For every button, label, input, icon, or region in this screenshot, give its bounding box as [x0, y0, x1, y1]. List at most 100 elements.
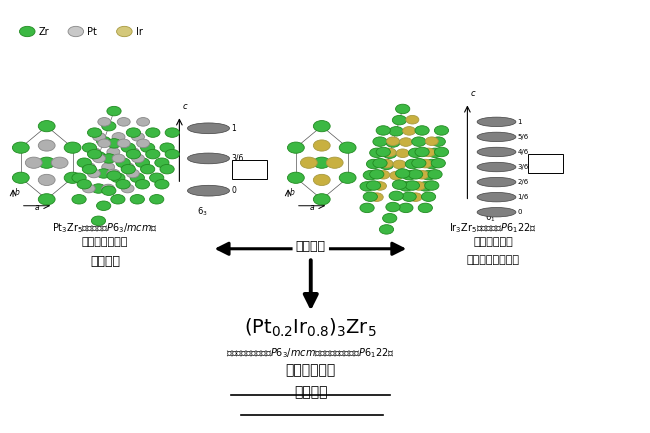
Circle shape — [376, 126, 391, 135]
Circle shape — [126, 128, 140, 137]
Circle shape — [92, 184, 105, 193]
Circle shape — [97, 201, 110, 210]
Circle shape — [64, 172, 81, 183]
Text: 超伝導体: 超伝導体 — [294, 385, 328, 399]
Circle shape — [399, 182, 413, 191]
Text: $6_1$: $6_1$ — [485, 212, 495, 224]
Circle shape — [405, 181, 419, 190]
Circle shape — [383, 213, 397, 223]
Text: （高温での空間群：$P6_3/mcm$、低温での空間群：$P6_1$22）: （高温での空間群：$P6_3/mcm$、低温での空間群：$P6_1$22） — [226, 346, 395, 360]
Circle shape — [131, 154, 144, 163]
Text: 元素固溶: 元素固溶 — [296, 240, 326, 253]
Circle shape — [130, 173, 144, 183]
Circle shape — [387, 137, 400, 145]
Circle shape — [396, 149, 409, 158]
Circle shape — [136, 139, 150, 148]
Circle shape — [83, 165, 97, 174]
Circle shape — [165, 149, 179, 159]
Circle shape — [421, 192, 436, 201]
Circle shape — [126, 149, 140, 159]
Circle shape — [107, 148, 120, 156]
Circle shape — [88, 169, 100, 178]
Circle shape — [399, 203, 413, 213]
Circle shape — [313, 140, 330, 151]
Circle shape — [431, 137, 445, 146]
Text: a: a — [310, 203, 315, 212]
Circle shape — [380, 159, 393, 168]
Circle shape — [88, 148, 100, 156]
Ellipse shape — [477, 207, 516, 217]
Circle shape — [313, 194, 330, 205]
Circle shape — [402, 171, 416, 180]
Circle shape — [415, 147, 429, 157]
Text: 0: 0 — [231, 186, 236, 195]
Circle shape — [390, 171, 402, 180]
Circle shape — [68, 26, 84, 37]
Circle shape — [107, 169, 120, 178]
Circle shape — [51, 157, 68, 168]
Circle shape — [411, 158, 426, 168]
Circle shape — [402, 192, 416, 201]
Circle shape — [146, 128, 160, 137]
Circle shape — [38, 157, 55, 168]
Circle shape — [101, 163, 114, 171]
Circle shape — [38, 140, 55, 151]
FancyBboxPatch shape — [528, 154, 563, 173]
Circle shape — [396, 104, 410, 114]
Circle shape — [287, 142, 304, 153]
Text: カイラル構造: カイラル構造 — [285, 364, 336, 378]
Circle shape — [377, 171, 390, 179]
Circle shape — [313, 174, 330, 185]
Circle shape — [12, 142, 29, 153]
Circle shape — [411, 137, 426, 146]
Circle shape — [408, 148, 422, 158]
Circle shape — [101, 154, 116, 163]
Circle shape — [418, 182, 432, 191]
Text: 3/6: 3/6 — [517, 164, 528, 170]
Circle shape — [107, 139, 121, 148]
Circle shape — [116, 26, 132, 37]
Circle shape — [300, 157, 317, 168]
Circle shape — [393, 116, 406, 125]
Circle shape — [93, 132, 105, 141]
Circle shape — [92, 216, 105, 226]
Circle shape — [409, 193, 422, 201]
Ellipse shape — [477, 132, 516, 142]
Circle shape — [117, 117, 130, 126]
Ellipse shape — [187, 153, 229, 164]
Text: Pt$_3$Zr$_5$（空間群：$P6_3/mcm$）: Pt$_3$Zr$_5$（空間群：$P6_3/mcm$） — [52, 221, 158, 235]
Circle shape — [428, 148, 442, 158]
Circle shape — [121, 143, 135, 152]
Circle shape — [130, 194, 144, 204]
Circle shape — [363, 192, 378, 201]
Circle shape — [339, 142, 356, 153]
Text: 0: 0 — [517, 209, 522, 215]
Circle shape — [160, 165, 174, 174]
Text: 1/6: 1/6 — [517, 194, 528, 200]
Circle shape — [393, 160, 406, 169]
Circle shape — [370, 148, 384, 158]
Circle shape — [101, 184, 114, 193]
Ellipse shape — [187, 185, 229, 196]
Circle shape — [135, 158, 150, 168]
Circle shape — [405, 159, 419, 169]
Circle shape — [380, 225, 394, 234]
Ellipse shape — [477, 162, 516, 172]
Ellipse shape — [477, 147, 516, 157]
Circle shape — [367, 159, 381, 169]
Text: 非カイラル構造: 非カイラル構造 — [82, 237, 128, 247]
Circle shape — [146, 149, 160, 159]
Text: 1: 1 — [517, 119, 522, 125]
Circle shape — [434, 147, 448, 157]
Circle shape — [412, 182, 425, 190]
Circle shape — [38, 120, 55, 132]
Ellipse shape — [187, 123, 229, 134]
Circle shape — [373, 137, 387, 146]
Circle shape — [389, 126, 403, 136]
FancyBboxPatch shape — [233, 160, 267, 179]
Circle shape — [424, 159, 439, 169]
Text: Pt: Pt — [88, 26, 97, 36]
Circle shape — [393, 180, 406, 189]
Text: Zr: Zr — [39, 26, 49, 36]
Text: Unit: Unit — [242, 165, 258, 174]
